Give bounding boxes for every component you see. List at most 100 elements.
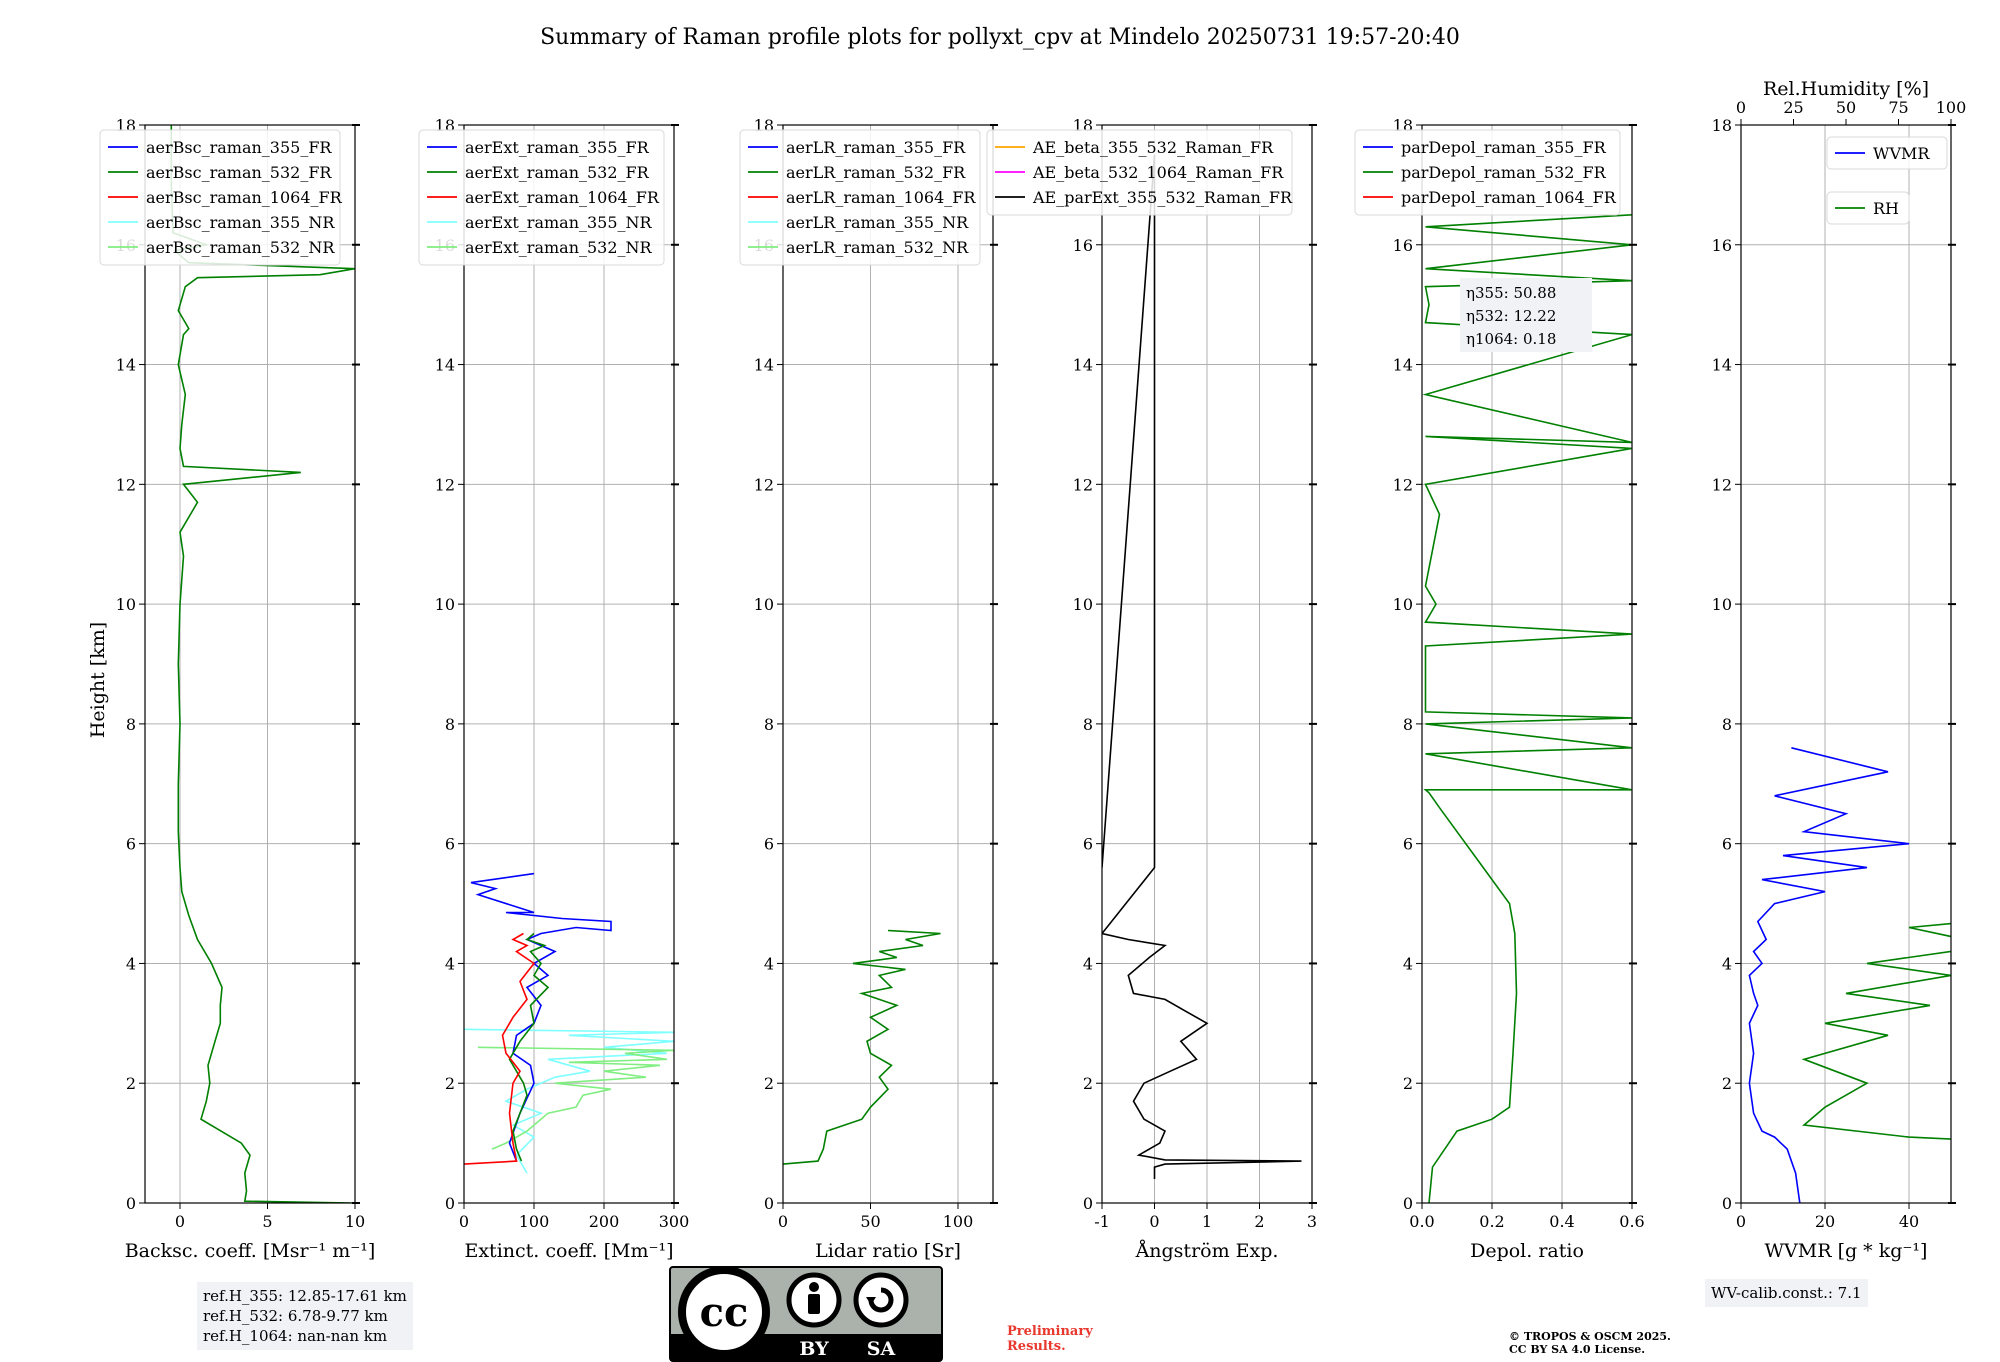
top-x-axis-label: Rel.Humidity [%] xyxy=(1763,78,1929,100)
annotation-line: η355: 50.88 xyxy=(1466,284,1556,302)
x-axis-label: WVMR [g * kg⁻¹] xyxy=(1765,1240,1928,1262)
annotation-line: η1064: 0.18 xyxy=(1466,330,1556,348)
x-axis-label: Lidar ratio [Sr] xyxy=(815,1240,961,1262)
y-axis-label: Height [km] xyxy=(87,622,109,738)
x-tick-label: 20 xyxy=(1815,1212,1835,1231)
series-group xyxy=(170,125,355,1203)
y-tick-label: 10 xyxy=(1393,595,1413,614)
series-line-aerLR_raman_532_FR xyxy=(783,929,941,1165)
legend-box xyxy=(1826,191,1910,225)
y-tick-label: 8 xyxy=(1403,715,1413,734)
legend-box xyxy=(418,129,665,266)
x-tick-label: 0 xyxy=(459,1212,469,1231)
y-tick-label: 16 xyxy=(1393,236,1413,255)
ref-height-1064: ref.H_1064: nan-nan km xyxy=(203,1327,388,1345)
y-tick-label: 12 xyxy=(1712,475,1732,494)
ref-height-355: ref.H_355: 12.85-17.61 km xyxy=(203,1287,407,1305)
y-tick-label: 8 xyxy=(126,715,136,734)
eta-annotation: η355: 50.88 η532: 12.22 η1064: 0.18 xyxy=(1460,278,1592,352)
panel-bsc: 0510024681012141618Backsc. coeff. [Msr⁻¹… xyxy=(99,116,375,1262)
x-axis-label: Extinct. coeff. [Mm⁻¹] xyxy=(464,1240,673,1262)
series-line-aerExt_raman_1064_FR xyxy=(464,932,536,1165)
legend-entry: aerBsc_raman_355_FR xyxy=(146,138,332,157)
x-tick-label: 0 xyxy=(1149,1212,1159,1231)
y-tick-label: 12 xyxy=(435,475,455,494)
x-axis-label: Depol. ratio xyxy=(1470,1240,1584,1262)
series-line-aerExt_raman_532_FR xyxy=(508,932,550,1162)
y-tick-label: 12 xyxy=(1073,475,1093,494)
y-tick-label: 10 xyxy=(1712,595,1732,614)
y-tick-label: 4 xyxy=(126,954,136,973)
legend-box xyxy=(99,129,341,266)
axes-frame xyxy=(782,124,994,1204)
series-group xyxy=(1102,154,1302,1179)
axes-frame xyxy=(1421,124,1633,1204)
y-tick-label: 0 xyxy=(1722,1194,1732,1213)
legend-entry: aerExt_raman_532_FR xyxy=(465,163,650,182)
y-tick-label: 6 xyxy=(1722,835,1732,854)
cc-by-sa-logo: cc BY SA xyxy=(669,1266,943,1362)
x-tick-label: 0.2 xyxy=(1479,1212,1504,1231)
legend-WVMR: WVMR xyxy=(1826,136,1948,170)
x-tick-label: 0 xyxy=(1736,1212,1746,1231)
legend-entry: aerExt_raman_355_NR xyxy=(465,213,653,232)
legend-entry: parDepol_raman_355_FR xyxy=(1401,138,1607,157)
legend-entry: aerBsc_raman_1064_FR xyxy=(146,188,343,207)
legend-entry: aerLR_raman_1064_FR xyxy=(786,188,976,207)
legend-entry: aerBsc_raman_355_NR xyxy=(146,213,335,232)
legend-RH: RH xyxy=(1826,191,1910,225)
wv-calib-text: WV-calib.const.: 7.1 xyxy=(1711,1284,1862,1302)
y-tick-label: 4 xyxy=(445,954,455,973)
y-tick-label: 4 xyxy=(1722,954,1732,973)
legend-entry: aerExt_raman_532_NR xyxy=(465,238,653,257)
top-x-tick-label: 0 xyxy=(1736,98,1746,117)
legend: AE_beta_355_532_Raman_FR AE_beta_532_1064… xyxy=(986,129,1293,216)
y-tick-label: 6 xyxy=(445,835,455,854)
cc-icon-letters: cc xyxy=(700,1289,749,1336)
legend-entry: WVMR xyxy=(1873,144,1930,163)
cc-icon xyxy=(678,1266,770,1358)
y-tick-label: 8 xyxy=(1722,715,1732,734)
y-tick-label: 10 xyxy=(435,595,455,614)
legend-entry: parDepol_raman_1064_FR xyxy=(1401,188,1617,207)
y-tick-label: 14 xyxy=(1712,356,1732,375)
sa-icon-arrow xyxy=(868,1287,894,1313)
legend-box xyxy=(739,129,981,266)
legend-entry: parDepol_raman_532_FR xyxy=(1401,163,1607,182)
y-tick-label: 4 xyxy=(764,954,774,973)
annotation-line: η532: 12.22 xyxy=(1466,307,1556,325)
annotation-box xyxy=(1460,278,1592,352)
x-tick-label: 200 xyxy=(589,1212,620,1231)
y-tick-label: 0 xyxy=(445,1194,455,1213)
legend-box xyxy=(1826,136,1948,170)
x-tick-label: 0.6 xyxy=(1619,1212,1644,1231)
y-tick-label: 10 xyxy=(116,595,136,614)
legend-entry: aerExt_raman_355_FR xyxy=(465,138,650,157)
y-tick-label: 0 xyxy=(126,1194,136,1213)
legend: aerExt_raman_355_FR aerExt_raman_532_FRae… xyxy=(418,129,665,266)
x-tick-label: 100 xyxy=(519,1212,550,1231)
y-tick-label: 0 xyxy=(1083,1194,1093,1213)
y-tick-label: 14 xyxy=(1073,356,1093,375)
x-tick-label: 10 xyxy=(345,1212,365,1231)
cc-by-label: BY xyxy=(799,1338,829,1360)
series-group xyxy=(1748,747,1951,1203)
x-tick-label: 300 xyxy=(659,1212,690,1231)
series-line-aerExt_raman_532_NR xyxy=(477,1046,674,1150)
panels: 0510024681012141618Backsc. coeff. [Msr⁻¹… xyxy=(99,78,1967,1262)
wv-calib-box: WV-calib.const.: 7.1 xyxy=(1705,1279,1868,1307)
legend-entry: aerBsc_raman_532_FR xyxy=(146,163,332,182)
top-x-tick-label: 100 xyxy=(1936,98,1967,117)
y-tick-label: 2 xyxy=(1083,1074,1093,1093)
top-x-tick-label: 50 xyxy=(1836,98,1856,117)
axes-frame xyxy=(463,124,675,1204)
y-tick-label: 12 xyxy=(1393,475,1413,494)
legend: aerLR_raman_355_FR aerLR_raman_532_FR aerL… xyxy=(739,129,981,266)
y-tick-label: 8 xyxy=(1083,715,1093,734)
y-tick-label: 2 xyxy=(126,1074,136,1093)
legend-entry: aerLR_raman_355_NR xyxy=(786,213,969,232)
y-tick-label: 16 xyxy=(1712,236,1732,255)
